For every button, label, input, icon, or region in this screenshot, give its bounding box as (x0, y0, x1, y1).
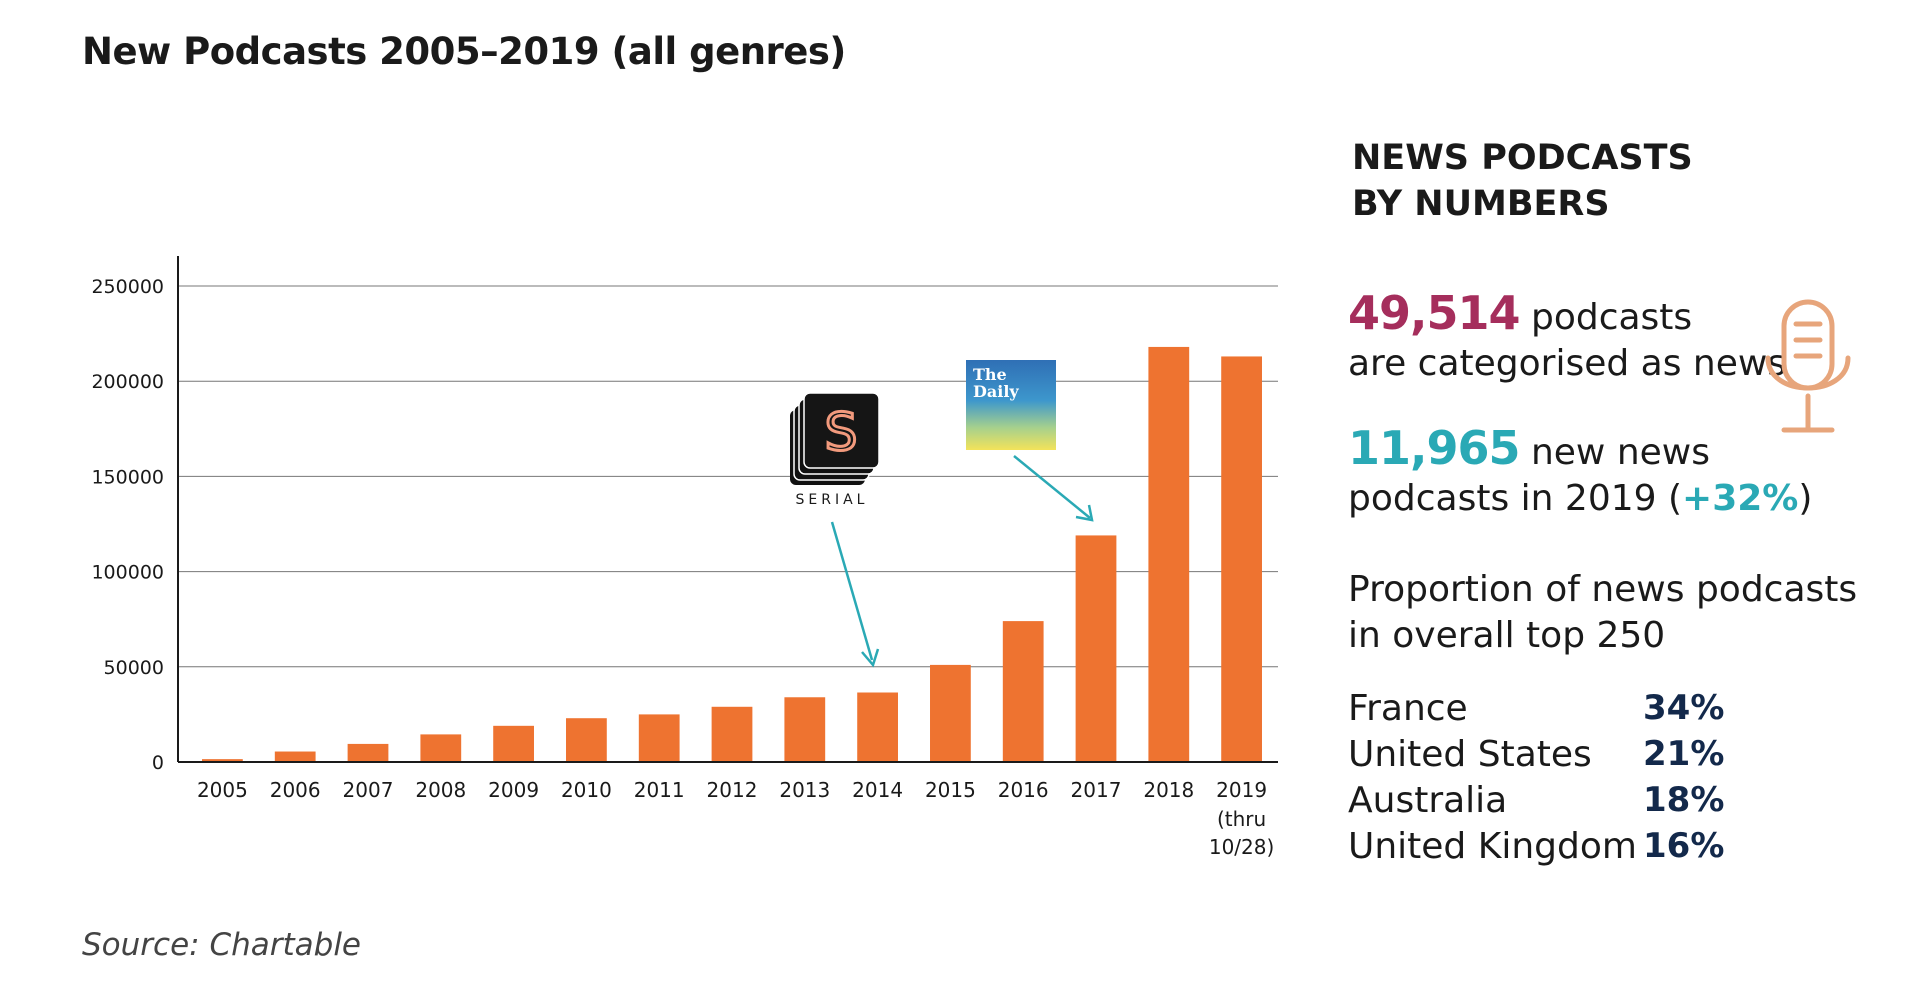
bar (274, 751, 316, 762)
bar (1221, 356, 1262, 762)
stat-close-paren: ) (1798, 478, 1813, 519)
stat-growth-percent: +32% (1682, 478, 1799, 519)
proportion-heading: Proportion of news podcasts in overall t… (1348, 569, 1858, 656)
y-tick-label: 150000 (91, 466, 164, 488)
country-name: France (1348, 687, 1468, 729)
y-tick-label: 50000 (104, 657, 164, 679)
x-tick-label: 2011 (634, 778, 685, 802)
bars (202, 346, 1262, 762)
the-daily-logo: The Daily (966, 360, 1056, 450)
x-tick-label: 2013 (779, 778, 830, 802)
country-row: United Kingdom 16% (1348, 823, 1724, 869)
country-row: Australia 18% (1348, 777, 1724, 823)
svg-text:Daily: Daily (973, 382, 1019, 401)
country-percent: 18% (1643, 780, 1725, 820)
svg-text:S: S (824, 403, 857, 463)
x-tick-label: 2005 (197, 778, 248, 802)
country-row: United States 21% (1348, 731, 1724, 777)
x-axis-tick-labels: 2005 2006 2007 2008 2009 2010 2011 2012 2013 2014… (197, 778, 1274, 859)
stat-news-podcasts-text-a: podcasts (1530, 297, 1693, 338)
bar (566, 718, 607, 762)
x-tick-label: 2018 (1143, 778, 1194, 802)
y-axis-tick-labels: 0 50000 100000 150000 200000 250000 (91, 276, 164, 774)
microphone-icon (1765, 299, 1851, 433)
x-tick-label: 2014 (852, 778, 903, 802)
x-tick-label: 2006 (270, 778, 321, 802)
x-tick-label: 2016 (998, 778, 1049, 802)
x-tick-sublabel: 10/28) (1209, 835, 1274, 859)
chart-title: New Podcasts 2005–2019 (all genres) (82, 30, 846, 73)
serial-arrow (830, 521, 880, 668)
y-tick-label: 200000 (91, 371, 164, 393)
x-tick-label: 2017 (1071, 778, 1122, 802)
stat-news-podcasts-number: 49,514 (1348, 286, 1521, 340)
x-tick-label: 2010 (561, 778, 612, 802)
x-tick-label: 2019 (1216, 778, 1267, 802)
bar (638, 714, 680, 762)
the-daily-arrow (1013, 455, 1094, 522)
bar (1075, 535, 1117, 762)
bar (711, 706, 753, 762)
bar (784, 697, 826, 762)
country-percent: 21% (1643, 734, 1725, 774)
bar (493, 725, 534, 762)
stat-new-news-podcasts-text-b: podcasts in 2019 ( (1348, 478, 1683, 519)
stat-new-news-podcasts-number: 11,965 (1348, 421, 1521, 475)
country-name: Australia (1348, 779, 1508, 821)
country-table: France 34% United States 21% Australia 1… (1348, 685, 1724, 869)
country-row: France 34% (1348, 685, 1724, 731)
x-tick-label: 2009 (488, 778, 539, 802)
x-tick-label: 2015 (925, 778, 976, 802)
x-tick-sublabel: (thru (1217, 807, 1266, 831)
stat-news-podcasts-text-b: are categorised as news (1348, 343, 1787, 384)
x-tick-label: 2012 (707, 778, 758, 802)
y-tick-label: 0 (152, 752, 164, 774)
bar (202, 759, 243, 762)
x-tick-label: 2007 (343, 778, 394, 802)
y-tick-label: 250000 (91, 276, 164, 298)
country-percent: 34% (1643, 688, 1725, 728)
country-name: United States (1348, 733, 1592, 775)
source-note: Source: Chartable (82, 927, 361, 963)
bar (1002, 621, 1044, 762)
bar (930, 664, 971, 762)
stat-new-news-podcasts-text-a: new news (1530, 432, 1710, 473)
bar (420, 734, 462, 762)
bar (1148, 346, 1190, 762)
serial-logo-label: SERIAL (796, 492, 869, 508)
svg-text:The: The (973, 365, 1007, 384)
bar (857, 692, 898, 762)
country-name: United Kingdom (1348, 825, 1637, 867)
panel-title: NEWS PODCASTS BY NUMBERS (1352, 138, 1693, 224)
serial-logo: S SERIAL (790, 392, 880, 508)
bar (347, 743, 389, 762)
stat-news-podcasts: 49,514 podcasts are categorised as news (1348, 290, 1786, 387)
y-tick-label: 100000 (91, 562, 164, 584)
stat-new-news-podcasts: 11,965 new news podcasts in 2019 (+32%) (1348, 425, 1812, 522)
x-tick-label: 2008 (415, 778, 466, 802)
country-percent: 16% (1643, 826, 1725, 866)
